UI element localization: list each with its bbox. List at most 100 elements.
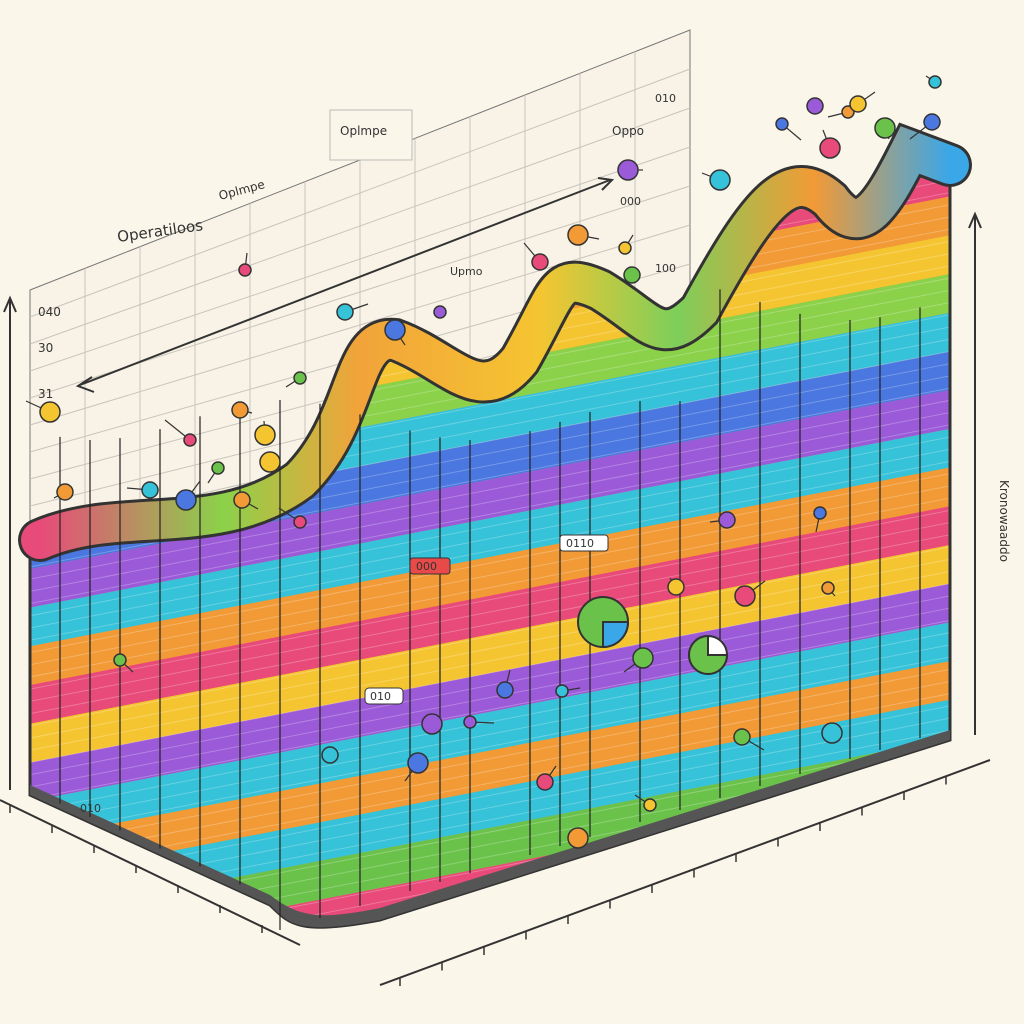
node	[928, 75, 942, 89]
label: 30	[38, 341, 53, 355]
stripe-line	[30, 471, 950, 721]
node	[384, 319, 406, 341]
stripe-line	[30, 436, 950, 686]
grid-line	[29, 107, 691, 345]
node	[643, 798, 657, 812]
nodes	[9, 75, 947, 986]
stripe-line	[30, 365, 950, 615]
stripe	[30, 419, 950, 705]
node	[667, 578, 685, 596]
stripe-line	[30, 460, 950, 710]
label: 000	[416, 560, 437, 573]
node	[536, 773, 554, 791]
stripe	[30, 494, 950, 780]
node	[259, 451, 281, 473]
stripe	[30, 643, 950, 928]
tag	[364, 687, 404, 705]
node	[819, 137, 841, 159]
stripe-line	[30, 636, 950, 886]
stripe-line	[30, 601, 950, 851]
label: Oppo	[612, 124, 644, 138]
stripe	[30, 531, 950, 817]
label: 0110	[566, 537, 594, 550]
stripe	[30, 382, 950, 668]
node	[113, 653, 127, 667]
node	[421, 713, 443, 735]
node	[813, 506, 827, 520]
tag	[559, 534, 609, 552]
label: Oplmpe	[340, 124, 387, 138]
stripe	[30, 344, 950, 631]
stripe-line	[30, 354, 950, 604]
node	[806, 97, 824, 115]
node	[254, 424, 276, 446]
node	[233, 491, 251, 509]
node	[567, 827, 589, 849]
grid-line	[29, 224, 691, 426]
node	[531, 253, 549, 271]
node	[618, 241, 632, 255]
node	[183, 433, 197, 447]
label: 010	[370, 690, 391, 703]
node	[821, 722, 843, 744]
ribbon-top	[21, 126, 969, 559]
node	[734, 585, 756, 607]
label: Upmo	[450, 265, 483, 278]
stripe-line	[30, 530, 950, 780]
stripe-line	[30, 389, 950, 639]
stripe-line	[30, 483, 950, 733]
stripe-line	[30, 625, 950, 875]
label: 010	[655, 92, 676, 105]
stripe-line	[30, 448, 950, 698]
node	[923, 113, 941, 131]
label: 040	[38, 305, 61, 319]
stripe-line	[30, 413, 950, 663]
stripe-line	[30, 589, 950, 839]
node	[849, 95, 867, 113]
stripe-line	[30, 342, 950, 592]
stripe-line	[30, 542, 950, 792]
stripe	[30, 568, 950, 855]
node	[336, 303, 354, 321]
stripe-line	[30, 495, 950, 745]
node	[231, 401, 249, 419]
node	[623, 266, 641, 284]
node	[775, 117, 789, 131]
stripe-line	[30, 507, 950, 757]
node	[821, 581, 835, 595]
label: 010	[80, 802, 101, 815]
node	[733, 728, 751, 746]
stripe	[30, 456, 950, 743]
node	[407, 752, 429, 774]
node	[718, 511, 736, 529]
node	[56, 483, 74, 501]
stripe-line	[30, 519, 950, 769]
node	[567, 224, 589, 246]
label-box	[329, 109, 413, 161]
node	[39, 401, 61, 423]
node	[211, 461, 225, 475]
label: 31	[38, 387, 53, 401]
pie-nodes	[577, 596, 729, 675]
node	[874, 117, 896, 139]
node	[632, 647, 654, 669]
stripe-line	[30, 401, 950, 651]
label: 000	[620, 195, 641, 208]
stripe-line	[30, 377, 950, 627]
tag	[409, 557, 451, 575]
axes	[0, 177, 991, 986]
node	[555, 684, 569, 698]
grid-line	[29, 68, 691, 318]
node	[496, 681, 514, 699]
stripe-line	[30, 613, 950, 863]
node	[141, 481, 159, 499]
grid-line	[29, 146, 691, 372]
node	[293, 371, 307, 385]
right-axis-label: Kronowaaddo	[997, 480, 1011, 562]
stripe-line	[30, 566, 950, 816]
label: 100	[655, 262, 676, 275]
node	[238, 263, 252, 277]
node	[321, 746, 339, 764]
node	[617, 159, 639, 181]
